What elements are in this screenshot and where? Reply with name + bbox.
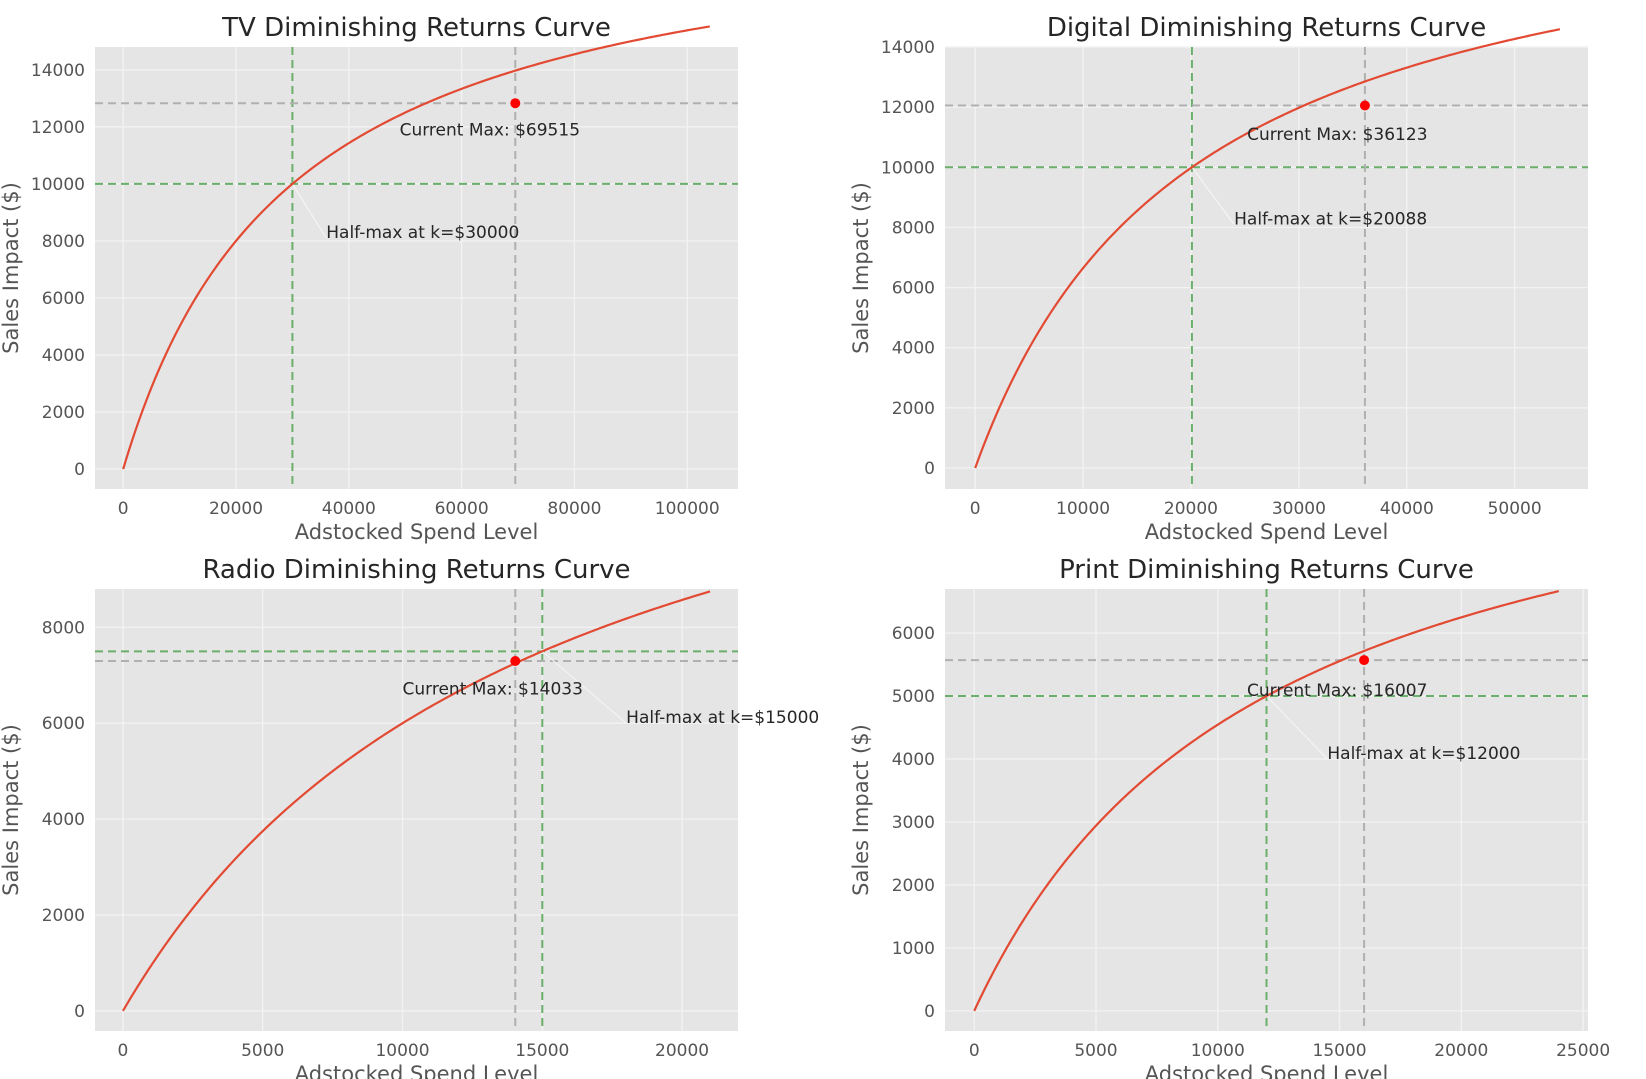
digital-y-tick-label: 6000 xyxy=(892,279,935,299)
print-y-tick-label: 4000 xyxy=(892,750,935,770)
tv-y-tick-label: 6000 xyxy=(42,289,85,309)
digital-y-tick-label: 8000 xyxy=(892,218,935,238)
print-y-tick-label: 3000 xyxy=(892,813,935,833)
radio-y-tick-label: 2000 xyxy=(42,906,85,926)
tv-x-tick-label: 100000 xyxy=(655,499,720,519)
digital-y-tick-label: 12000 xyxy=(881,98,935,118)
print-y-tick-label: 1000 xyxy=(892,939,935,959)
tv-y-tick-label: 10000 xyxy=(31,175,85,195)
digital-x-tick-label: 10000 xyxy=(1056,499,1110,519)
tv-x-tick-label: 0 xyxy=(118,499,129,519)
digital-y-tick-label: 14000 xyxy=(881,38,935,58)
print-x-tick-label: 15000 xyxy=(1313,1041,1367,1061)
tv-x-tick-label: 20000 xyxy=(209,499,263,519)
digital-x-tick-label: 20000 xyxy=(1164,499,1218,519)
radio-x-tick-label: 15000 xyxy=(515,1041,569,1061)
digital-x-axis-label: Adstocked Spend Level xyxy=(1145,520,1389,544)
digital-x-tick-label: 0 xyxy=(970,499,981,519)
digital-y-axis-label: Sales Impact ($) xyxy=(849,182,873,354)
radio-x-tick-label: 0 xyxy=(118,1041,129,1061)
tv-y-tick-label: 12000 xyxy=(31,118,85,138)
print-x-tick-label: 10000 xyxy=(1191,1041,1245,1061)
tv-y-tick-label: 0 xyxy=(74,460,85,480)
tv-x-tick-label: 60000 xyxy=(435,499,489,519)
radio-y-axis-label: Sales Impact ($) xyxy=(0,724,23,896)
radio-x-tick-label: 20000 xyxy=(655,1041,709,1061)
tv-chart-title: TV Diminishing Returns Curve xyxy=(221,13,611,43)
print-half-max-label: Half-max at k=$12000 xyxy=(1327,744,1520,764)
radio-current-max-point xyxy=(510,656,521,667)
tv-x-tick-label: 80000 xyxy=(547,499,601,519)
digital-half-max-arrow xyxy=(1191,166,1235,225)
tv-current-max-point xyxy=(510,98,521,109)
radio-y-tick-label: 0 xyxy=(74,1002,85,1022)
digital-response-curve xyxy=(974,28,1561,469)
print-chart: Current Max: $16007 Half-max at k=$12000 0… xyxy=(849,555,1610,1079)
print-x-tick-label: 20000 xyxy=(1434,1041,1488,1061)
print-current-max-label: Current Max: $16007 xyxy=(1247,681,1427,701)
print-x-tick-label: 0 xyxy=(969,1041,980,1061)
digital-y-tick-label: 10000 xyxy=(881,158,935,178)
digital-chart-title: Digital Diminishing Returns Curve xyxy=(1047,13,1486,43)
digital-x-tick-label: 50000 xyxy=(1488,499,1542,519)
radio-half-max-label: Half-max at k=$15000 xyxy=(626,708,819,728)
print-current-max-point xyxy=(1359,655,1370,666)
digital-half-max-label: Half-max at k=$20088 xyxy=(1234,209,1427,229)
print-x-axis-label: Adstocked Spend Level xyxy=(1145,1062,1389,1079)
radio-y-tick-label: 8000 xyxy=(42,618,85,638)
tv-response-curve xyxy=(122,25,710,470)
tv-y-axis-label: Sales Impact ($) xyxy=(0,182,23,354)
print-y-tick-label: 6000 xyxy=(892,624,935,644)
radio-x-axis-label: Adstocked Spend Level xyxy=(295,1062,539,1079)
radio-response-curve xyxy=(122,590,711,1012)
print-x-tick-label: 25000 xyxy=(1556,1041,1610,1061)
radio-x-tick-label: 5000 xyxy=(241,1041,284,1061)
tv-plot-area xyxy=(95,47,738,489)
radio-chart-title: Radio Diminishing Returns Curve xyxy=(202,555,630,585)
radio-half-max-arrow xyxy=(541,650,627,724)
print-y-tick-label: 5000 xyxy=(892,687,935,707)
tv-y-tick-label: 2000 xyxy=(42,403,85,423)
print-x-tick-label: 5000 xyxy=(1074,1041,1117,1061)
radio-plot-area xyxy=(95,589,738,1031)
radio-y-tick-label: 6000 xyxy=(42,714,85,734)
print-response-curve xyxy=(973,590,1560,1012)
digital-x-tick-label: 30000 xyxy=(1272,499,1326,519)
digital-current-max-label: Current Max: $36123 xyxy=(1247,125,1427,145)
tv-half-max-label: Half-max at k=$30000 xyxy=(326,223,519,243)
tv-current-max-label: Current Max: $69515 xyxy=(400,120,580,140)
tv-half-max-arrow xyxy=(291,183,327,239)
digital-y-tick-label: 4000 xyxy=(892,339,935,359)
tv-x-axis-label: Adstocked Spend Level xyxy=(295,520,539,544)
print-y-axis-label: Sales Impact ($) xyxy=(849,724,873,896)
tv-x-tick-label: 40000 xyxy=(322,499,376,519)
tv-chart: Current Max: $69515 Half-max at k=$30000 0… xyxy=(0,13,738,544)
radio-current-max-label: Current Max: $14033 xyxy=(403,679,583,699)
radio-x-tick-label: 10000 xyxy=(375,1041,429,1061)
digital-x-tick-label: 40000 xyxy=(1380,499,1434,519)
tv-y-tick-label: 8000 xyxy=(42,232,85,252)
print-half-max-arrow xyxy=(1266,695,1328,760)
radio-chart: Current Max: $14033 Half-max at k=$15000 0… xyxy=(0,555,819,1079)
print-chart-title: Print Diminishing Returns Curve xyxy=(1059,555,1474,585)
digital-y-tick-label: 2000 xyxy=(892,399,935,419)
tv-y-tick-label: 4000 xyxy=(42,346,85,366)
digital-chart: Current Max: $36123 Half-max at k=$20088 0… xyxy=(849,13,1588,544)
print-y-tick-label: 0 xyxy=(924,1002,935,1022)
digital-plot-area xyxy=(945,47,1588,489)
tv-y-tick-label: 14000 xyxy=(31,61,85,81)
print-y-tick-label: 2000 xyxy=(892,876,935,896)
digital-y-tick-label: 0 xyxy=(924,459,935,479)
radio-y-tick-label: 4000 xyxy=(42,810,85,830)
digital-current-max-point xyxy=(1359,100,1370,111)
